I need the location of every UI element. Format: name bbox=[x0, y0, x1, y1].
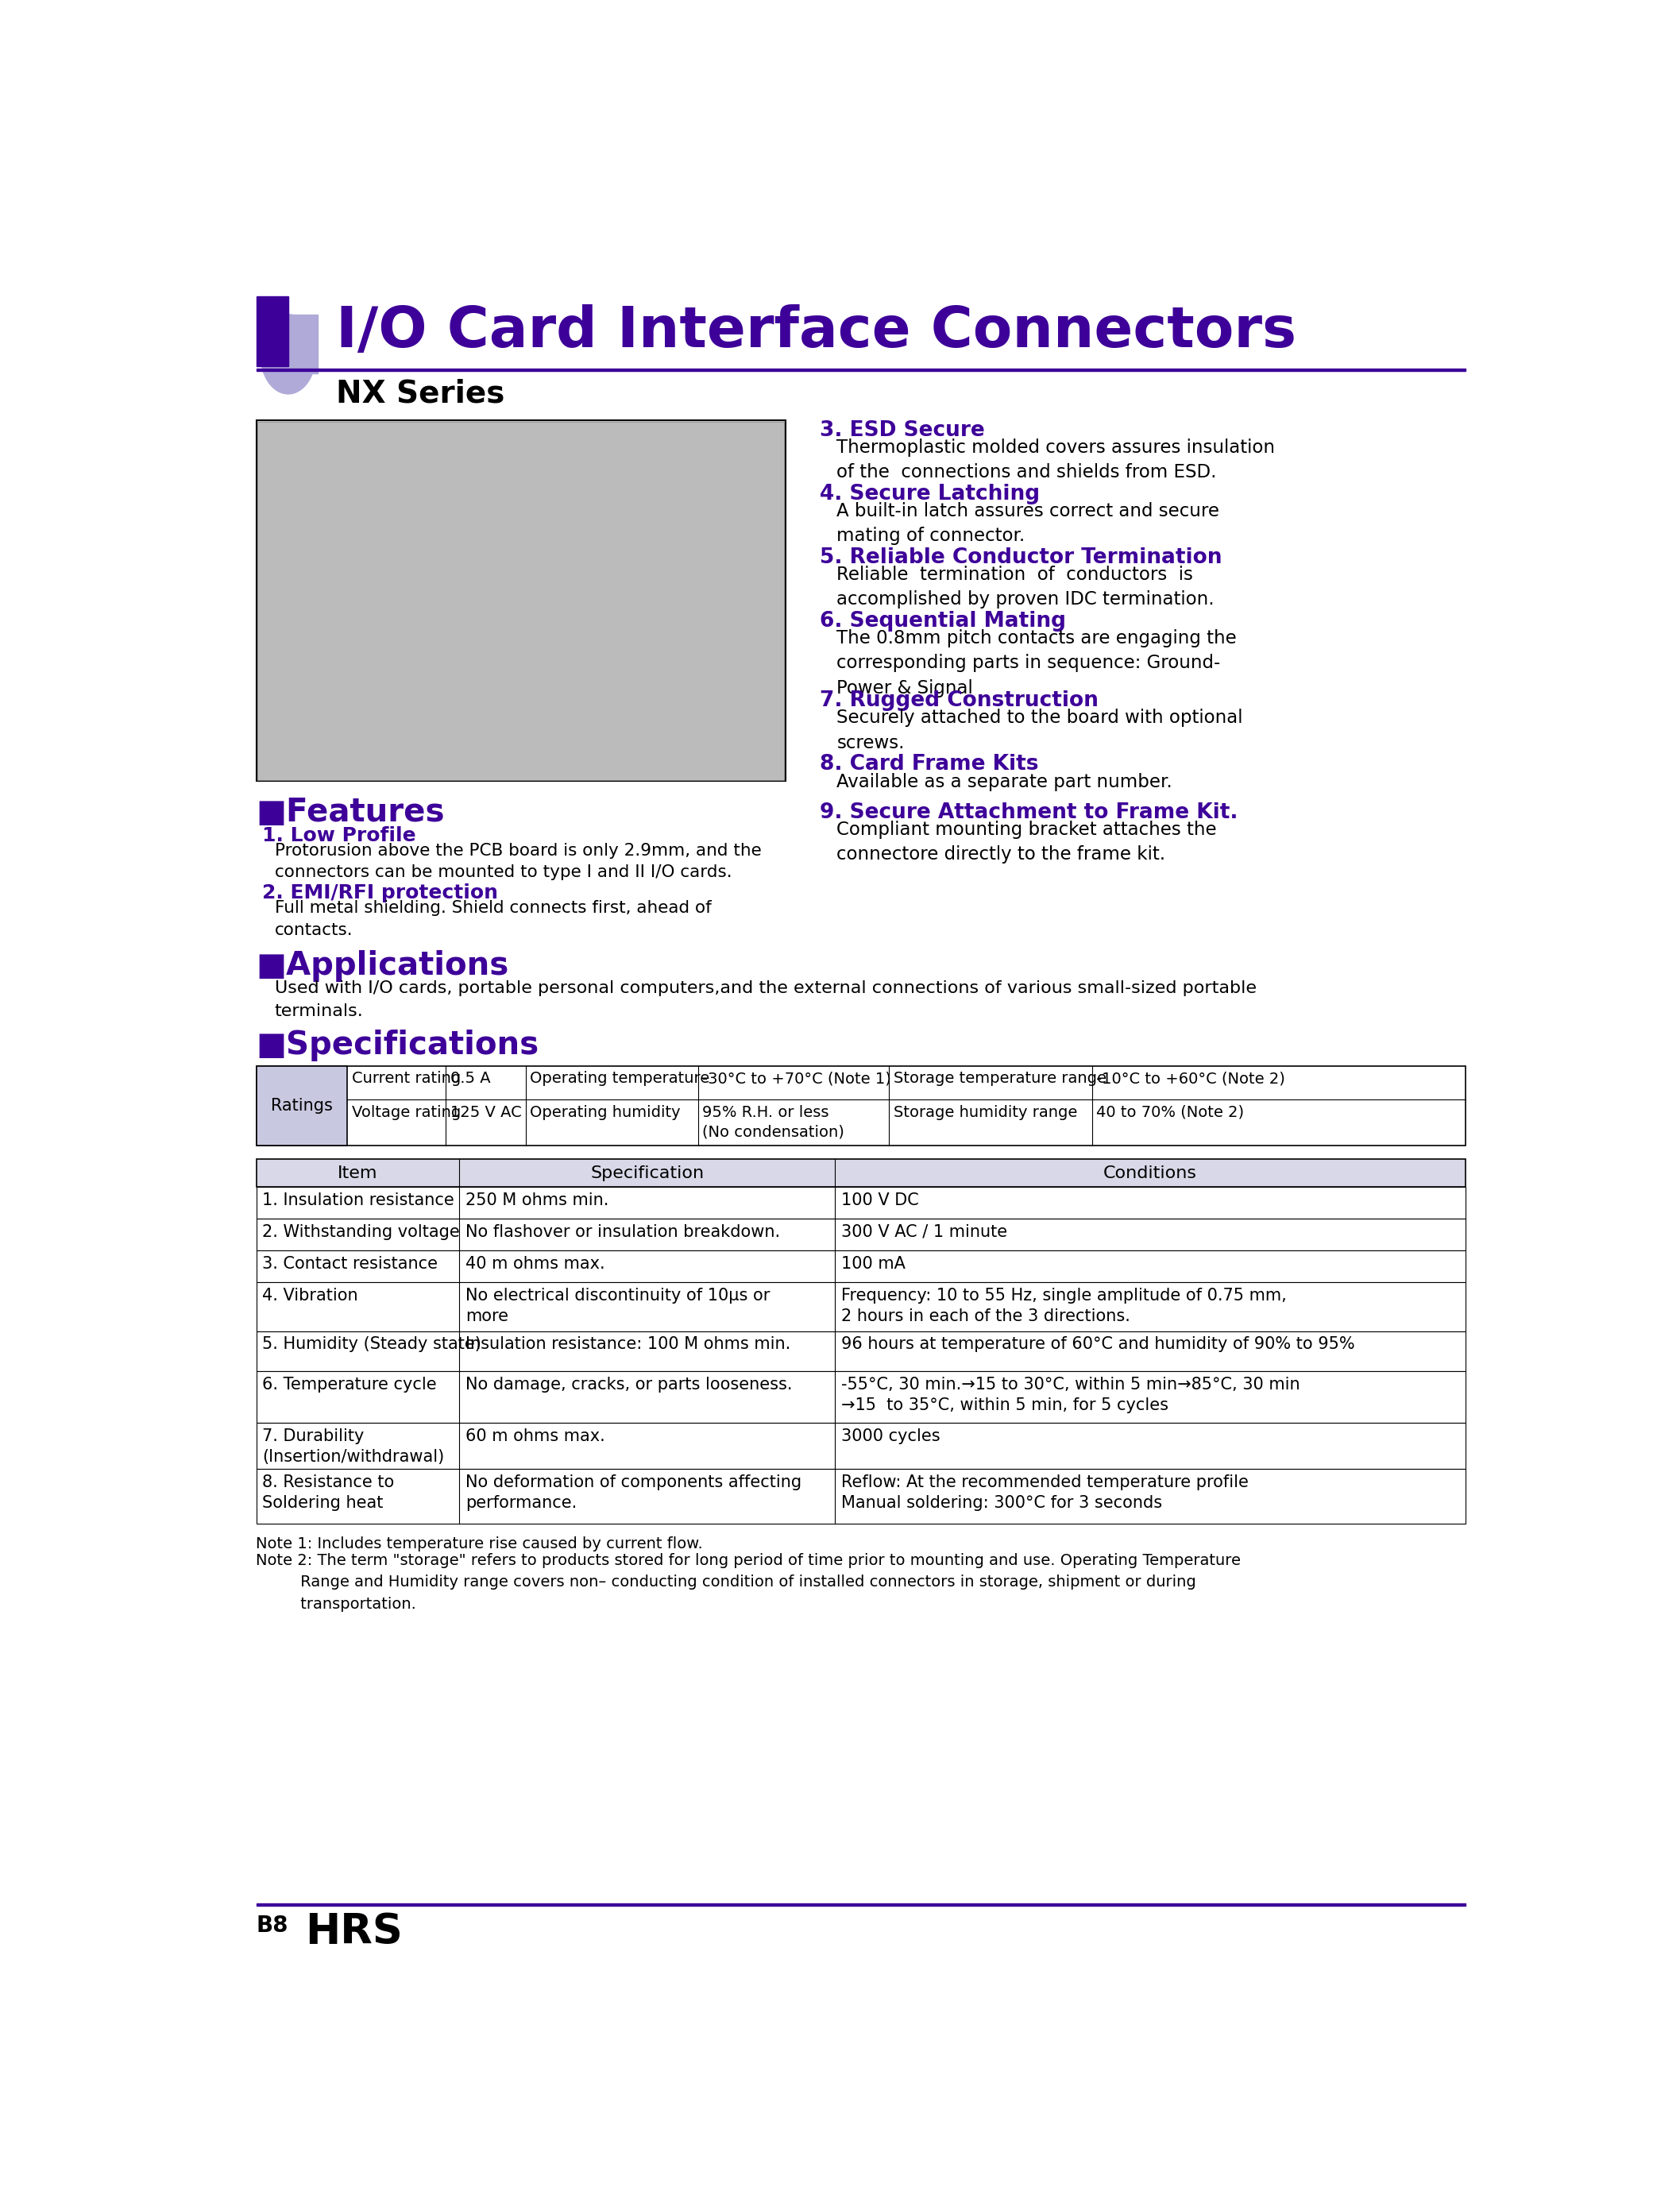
Text: The 0.8mm pitch contacts are engaging the
corresponding parts in sequence: Groun: The 0.8mm pitch contacts are engaging th… bbox=[837, 630, 1236, 698]
Text: 3. ESD Secure: 3. ESD Secure bbox=[820, 420, 984, 442]
Text: 96 hours at temperature of 60°C and humidity of 90% to 95%: 96 hours at temperature of 60°C and humi… bbox=[842, 1336, 1354, 1352]
Text: Ratings: Ratings bbox=[270, 1098, 333, 1113]
Ellipse shape bbox=[260, 315, 316, 394]
Text: Conditions: Conditions bbox=[1104, 1166, 1198, 1181]
Text: Voltage rating: Voltage rating bbox=[351, 1104, 460, 1120]
Text: Specification: Specification bbox=[590, 1166, 704, 1181]
Bar bbox=[255, 1903, 1467, 1907]
Text: Note 2: The term "storage" refers to products stored for long period of time pri: Note 2: The term "storage" refers to pro… bbox=[255, 1553, 1242, 1612]
Text: NX Series: NX Series bbox=[336, 378, 506, 409]
Text: 5. Humidity (Steady state): 5. Humidity (Steady state) bbox=[262, 1336, 482, 1352]
Text: No flashover or insulation breakdown.: No flashover or insulation breakdown. bbox=[465, 1225, 780, 1240]
Bar bbox=[255, 1067, 1467, 1146]
Text: No deformation of components affecting
performance.: No deformation of components affecting p… bbox=[465, 1474, 801, 1511]
Text: Thermoplastic molded covers assures insulation
of the  connections and shields f: Thermoplastic molded covers assures insu… bbox=[837, 440, 1275, 481]
Text: 7. Rugged Construction: 7. Rugged Construction bbox=[820, 691, 1099, 711]
Bar bbox=[255, 1188, 1467, 1218]
Text: 1. Low Profile: 1. Low Profile bbox=[262, 827, 417, 844]
Text: 4. Vibration: 4. Vibration bbox=[262, 1288, 358, 1303]
Bar bbox=[255, 1424, 1467, 1470]
Text: 0.5 A: 0.5 A bbox=[450, 1072, 491, 1087]
Text: 100 V DC: 100 V DC bbox=[842, 1192, 919, 1207]
Bar bbox=[289, 315, 318, 374]
Text: Operating humidity: Operating humidity bbox=[531, 1104, 680, 1120]
Text: 2. EMI/RFI protection: 2. EMI/RFI protection bbox=[262, 884, 499, 903]
Text: 300 V AC / 1 minute: 300 V AC / 1 minute bbox=[842, 1225, 1006, 1240]
Bar bbox=[255, 1470, 1467, 1524]
Bar bbox=[257, 422, 785, 781]
Bar bbox=[255, 1332, 1467, 1371]
Text: Frequency: 10 to 55 Hz, single amplitude of 0.75 mm,
2 hours in each of the 3 di: Frequency: 10 to 55 Hz, single amplitude… bbox=[842, 1288, 1287, 1325]
Bar bbox=[255, 1371, 1467, 1424]
Text: 7. Durability
(Insertion/withdrawal): 7. Durability (Insertion/withdrawal) bbox=[262, 1428, 445, 1465]
Text: ■Features: ■Features bbox=[255, 796, 445, 829]
Text: HRS: HRS bbox=[306, 1911, 403, 1953]
Text: Operating temperature: Operating temperature bbox=[531, 1072, 711, 1087]
Text: 3. Contact resistance: 3. Contact resistance bbox=[262, 1255, 438, 1271]
Bar bbox=[255, 1218, 1467, 1251]
Text: -55°C, 30 min.→15 to 30°C, within 5 min→85°C, 30 min
→15  to 35°C, within 5 min,: -55°C, 30 min.→15 to 30°C, within 5 min→… bbox=[842, 1376, 1300, 1413]
Bar bbox=[255, 1159, 1467, 1188]
Text: 3000 cycles: 3000 cycles bbox=[842, 1428, 941, 1443]
Text: No damage, cracks, or parts looseness.: No damage, cracks, or parts looseness. bbox=[465, 1376, 793, 1393]
Text: Reflow: At the recommended temperature profile
Manual soldering: 300°C for 3 sec: Reflow: At the recommended temperature p… bbox=[842, 1474, 1248, 1511]
Text: 5. Reliable Conductor Termination: 5. Reliable Conductor Termination bbox=[820, 547, 1221, 569]
Text: -10°C to +60°C (Note 2): -10°C to +60°C (Note 2) bbox=[1097, 1072, 1285, 1087]
Text: 95% R.H. or less
(No condensation): 95% R.H. or less (No condensation) bbox=[702, 1104, 845, 1139]
Text: Storage temperature range: Storage temperature range bbox=[894, 1072, 1105, 1087]
Bar bbox=[255, 420, 786, 781]
Bar bbox=[255, 1282, 1467, 1332]
Text: Note 1: Includes temperature rise caused by current flow.: Note 1: Includes temperature rise caused… bbox=[255, 1535, 704, 1551]
Text: Protorusion above the PCB board is only 2.9mm, and the
connectors can be mounted: Protorusion above the PCB board is only … bbox=[274, 842, 761, 881]
Text: ■Specifications: ■Specifications bbox=[255, 1030, 539, 1061]
Text: 8. Resistance to
Soldering heat: 8. Resistance to Soldering heat bbox=[262, 1474, 395, 1511]
Bar bbox=[255, 295, 289, 367]
Text: Securely attached to the board with optional
screws.: Securely attached to the board with opti… bbox=[837, 709, 1243, 752]
Text: 40 to 70% (Note 2): 40 to 70% (Note 2) bbox=[1097, 1104, 1245, 1120]
Text: Item: Item bbox=[338, 1166, 378, 1181]
Text: B8: B8 bbox=[255, 1914, 289, 1938]
Text: Compliant mounting bracket attaches the
connectore directly to the frame kit.: Compliant mounting bracket attaches the … bbox=[837, 820, 1216, 864]
Bar bbox=[255, 1251, 1467, 1282]
Text: No electrical discontinuity of 10μs or
more: No electrical discontinuity of 10μs or m… bbox=[465, 1288, 769, 1325]
Text: Insulation resistance: 100 M ohms min.: Insulation resistance: 100 M ohms min. bbox=[465, 1336, 791, 1352]
Text: 9. Secure Attachment to Frame Kit.: 9. Secure Attachment to Frame Kit. bbox=[820, 803, 1238, 822]
Text: Used with I/O cards, portable personal computers,and the external connections of: Used with I/O cards, portable personal c… bbox=[274, 980, 1257, 1019]
Text: Storage humidity range: Storage humidity range bbox=[894, 1104, 1077, 1120]
Text: 1. Insulation resistance: 1. Insulation resistance bbox=[262, 1192, 454, 1207]
Text: 125 V AC: 125 V AC bbox=[450, 1104, 521, 1120]
Text: Full metal shielding. Shield connects first, ahead of
contacts.: Full metal shielding. Shield connects fi… bbox=[274, 901, 711, 938]
Text: 250 M ohms min.: 250 M ohms min. bbox=[465, 1192, 608, 1207]
Text: I/O Card Interface Connectors: I/O Card Interface Connectors bbox=[336, 304, 1297, 359]
Text: Current rating: Current rating bbox=[351, 1072, 460, 1087]
Text: 8. Card Frame Kits: 8. Card Frame Kits bbox=[820, 755, 1038, 774]
Text: -30°C to +70°C (Note 1): -30°C to +70°C (Note 1) bbox=[702, 1072, 892, 1087]
Text: Available as a separate part number.: Available as a separate part number. bbox=[837, 772, 1173, 792]
Text: A built-in latch assures correct and secure
mating of connector.: A built-in latch assures correct and sec… bbox=[837, 503, 1220, 545]
Bar bbox=[255, 367, 1467, 372]
Bar bbox=[255, 1067, 348, 1146]
Text: 100 mA: 100 mA bbox=[842, 1255, 906, 1271]
Text: Reliable  termination  of  conductors  is
accomplished by proven IDC termination: Reliable termination of conductors is ac… bbox=[837, 566, 1215, 608]
Text: 6. Temperature cycle: 6. Temperature cycle bbox=[262, 1376, 437, 1393]
Text: 2. Withstanding voltage: 2. Withstanding voltage bbox=[262, 1225, 460, 1240]
Text: ■Applications: ■Applications bbox=[255, 949, 509, 982]
Text: 40 m ohms max.: 40 m ohms max. bbox=[465, 1255, 605, 1271]
Text: 6. Sequential Mating: 6. Sequential Mating bbox=[820, 610, 1065, 632]
Text: 60 m ohms max.: 60 m ohms max. bbox=[465, 1428, 605, 1443]
Text: 4. Secure Latching: 4. Secure Latching bbox=[820, 483, 1040, 505]
